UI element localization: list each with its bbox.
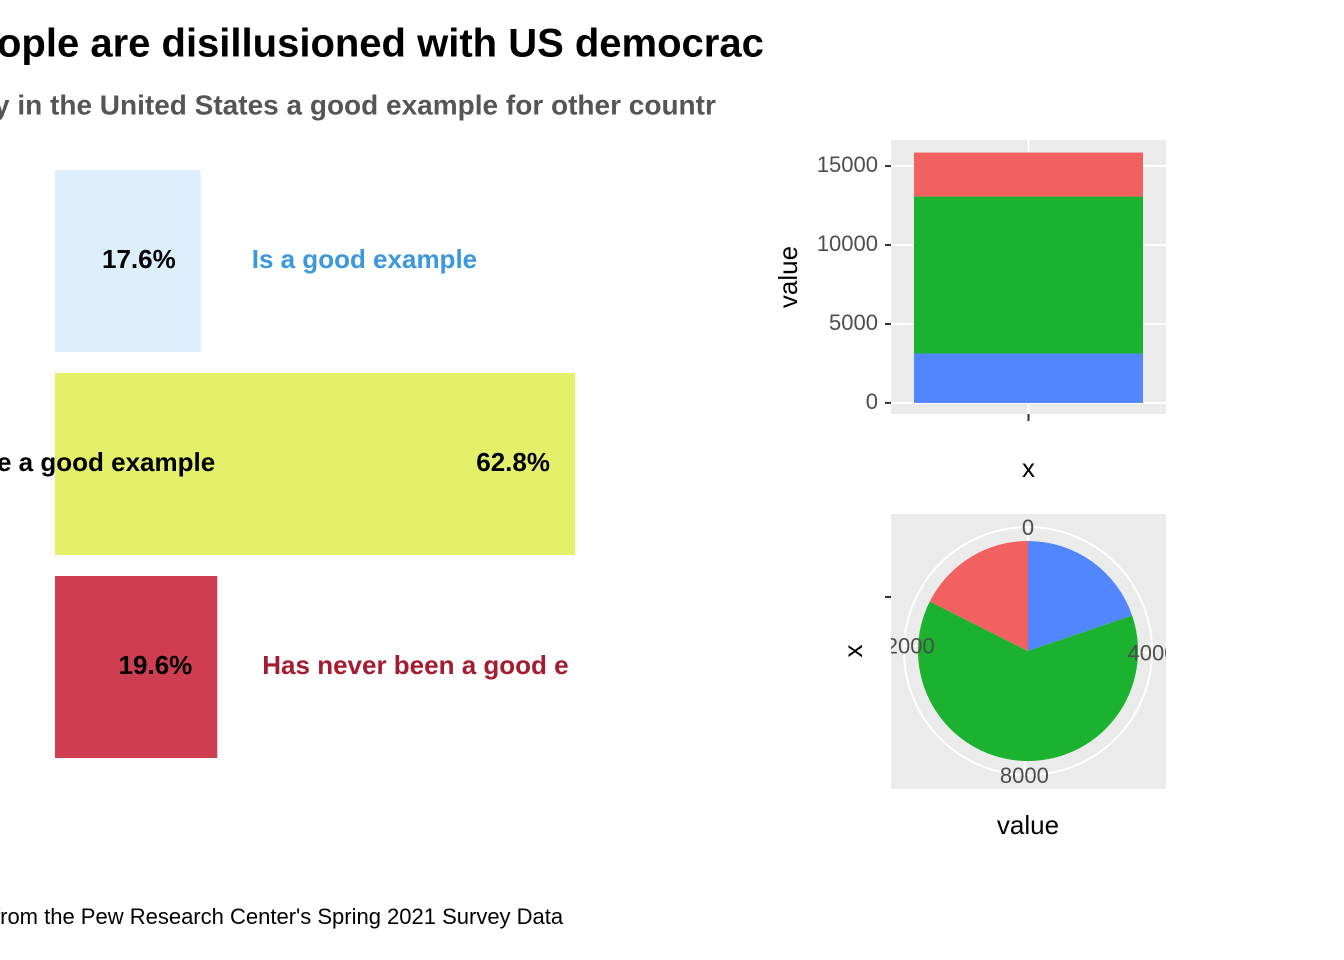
y-tick-label: 5000 bbox=[829, 310, 878, 335]
pie-slice bbox=[917, 601, 1138, 761]
theta-tick-label: 12000 bbox=[874, 633, 935, 658]
pie-slice bbox=[1028, 541, 1133, 651]
bar-segment bbox=[914, 196, 1143, 354]
chart-subtitle: y in the United States a good example fo… bbox=[0, 89, 716, 120]
bar-segment bbox=[914, 152, 1143, 197]
y-axis-title: value bbox=[773, 246, 803, 308]
category-label: e a good example bbox=[0, 447, 215, 477]
chart-title: ople are disillusioned with US democrac bbox=[0, 22, 764, 66]
x-axis-title: x bbox=[1022, 453, 1035, 483]
bar-segment bbox=[914, 353, 1143, 403]
pie-panel: 0 4000 8000 12000 bbox=[874, 514, 1177, 789]
value-label: 62.8% bbox=[476, 447, 550, 477]
y-axis-title: x bbox=[838, 645, 868, 658]
bar bbox=[55, 576, 218, 758]
bar bbox=[55, 170, 201, 352]
y-tick-label: 15000 bbox=[817, 152, 878, 177]
theta-tick-label: 0 bbox=[1022, 515, 1034, 540]
theta-tick-label: 8000 bbox=[1000, 763, 1049, 788]
x-axis-title: value bbox=[997, 810, 1059, 840]
y-tick-label: 10000 bbox=[817, 231, 878, 256]
category-label: Has never been a good e bbox=[262, 650, 568, 680]
category-label: Is a good example bbox=[252, 244, 477, 274]
caption: from the Pew Research Center's Spring 20… bbox=[0, 904, 564, 929]
value-label: 17.6% bbox=[102, 244, 176, 274]
y-tick-label: 0 bbox=[866, 389, 878, 414]
theta-tick-label: 4000 bbox=[1128, 641, 1177, 666]
pie-slice bbox=[929, 541, 1028, 651]
value-label: 19.6% bbox=[119, 650, 193, 680]
bar bbox=[55, 373, 575, 555]
